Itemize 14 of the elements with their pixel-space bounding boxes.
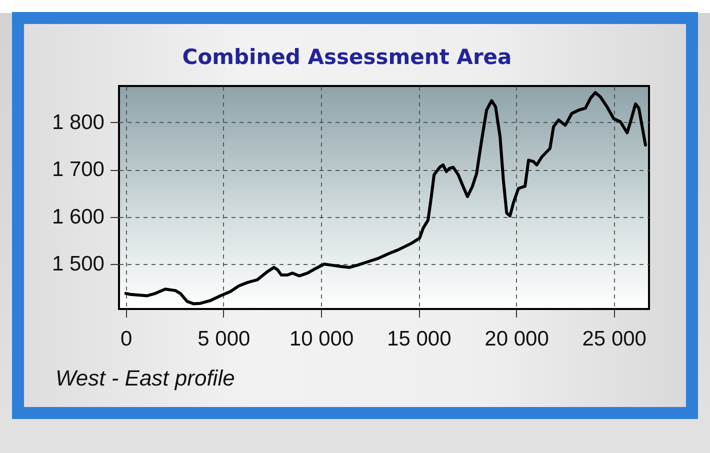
x-tick-label: 20 000: [484, 328, 549, 350]
y-tick-label: 1 500: [52, 252, 104, 276]
card-frame: 0 5 000 10 000 15 000 20 000 25 000 West - East profile 1 500 1 600 1 700 1 800 Combined Assessment Area: [12, 12, 698, 419]
chart-title: Combined Assessment Area: [182, 45, 512, 69]
x-tick-label: 10 000: [289, 328, 354, 350]
y-tick-label: 1 700: [52, 158, 104, 182]
x-tick-label: 0: [120, 328, 132, 350]
x-tick-label: 5 000: [198, 328, 250, 350]
line-series: [124, 91, 647, 306]
y-tick-label: 1 800: [52, 110, 104, 134]
y-tick-label: 1 600: [52, 205, 104, 228]
x-tick-label: 15 000: [387, 328, 452, 350]
x-axis-title: West - East profile: [56, 366, 235, 390]
x-tick-label: 25 000: [582, 328, 646, 350]
